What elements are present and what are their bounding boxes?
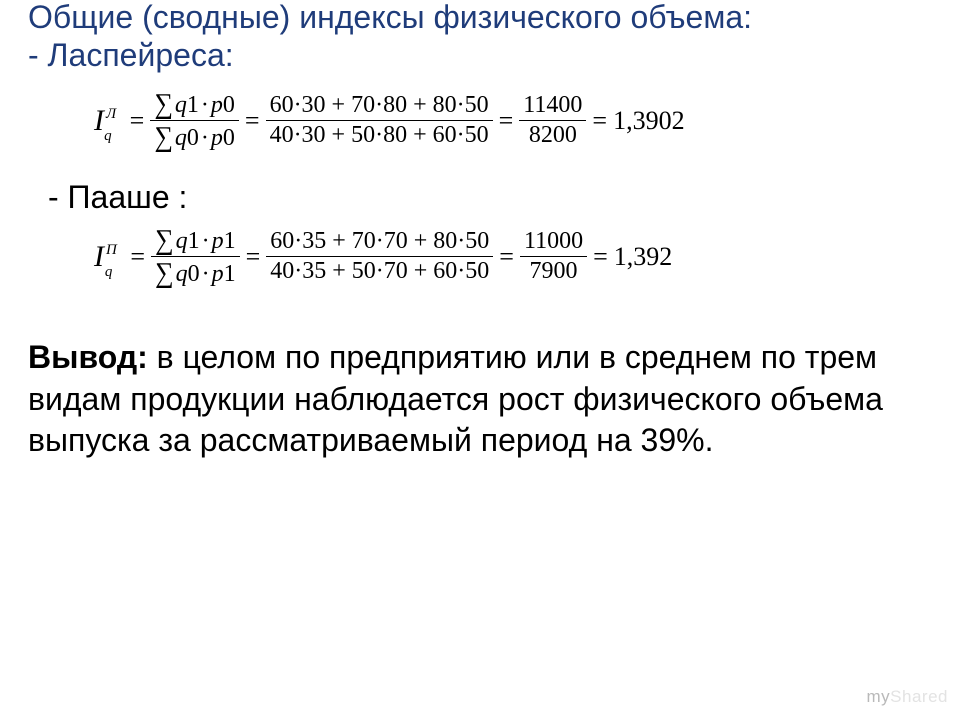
equals-sign: = (493, 106, 520, 136)
equals-sign: = (587, 242, 614, 272)
equals-sign: = (239, 106, 266, 136)
frac-den: 7900 (526, 257, 582, 286)
laspeyres-frac-definition: ∑q1·p0 ∑q0·p0 (150, 88, 239, 153)
symbol-sup: П (106, 242, 117, 259)
frac-num: ∑q1·p1 (151, 224, 240, 256)
slide-content: Общие (сводные) индексы физического объе… (0, 0, 960, 717)
frac-den: 8200 (525, 121, 581, 150)
symbol-I: I (94, 240, 104, 274)
page-title: Общие (сводные) индексы физического объе… (28, 0, 932, 37)
equals-sign: = (124, 242, 151, 272)
equals-sign: = (586, 106, 613, 136)
symbol-I: I (94, 104, 104, 138)
equals-sign: = (240, 242, 267, 272)
conclusion-paragraph: Вывод: в целом по предприятию или в сред… (28, 337, 932, 462)
conclusion-lead: Вывод: (28, 339, 148, 375)
paasche-frac-numbers: 60·35 + 70·70 + 80·50 40·35 + 50·70 + 60… (266, 227, 493, 286)
frac-den: ∑q0·p0 (150, 121, 239, 153)
paasche-heading: - Пааше : (28, 179, 932, 216)
laspeyres-heading: - Ласпейреса: (28, 37, 932, 74)
frac-den: 40·35 + 50·70 + 60·50 (266, 257, 493, 286)
laspeyres-formula: I Л q = ∑q1·p0 ∑q0·p0 = 60·30 + 70·80 + … (28, 88, 932, 153)
frac-num: 60·30 + 70·80 + 80·50 (266, 91, 493, 120)
frac-den: ∑q0·p1 (151, 257, 240, 289)
equals-sign: = (124, 106, 151, 136)
symbol-sup: Л (106, 106, 116, 123)
laspeyres-frac-sum: 11400 8200 (519, 91, 586, 150)
paasche-formula: I П q = ∑q1·p1 ∑q0·p1 = 60·35 + 70·70 + … (28, 224, 932, 289)
symbol-sub: q (104, 128, 112, 145)
watermark-my: my (867, 687, 891, 706)
symbol-sub: q (105, 264, 113, 281)
equals-sign: = (493, 242, 520, 272)
laspeyres-frac-numbers: 60·30 + 70·80 + 80·50 40·30 + 50·80 + 60… (266, 91, 493, 150)
laspeyres-symbol: I Л q (94, 104, 122, 138)
frac-num: ∑q1·p0 (150, 88, 239, 120)
paasche-frac-definition: ∑q1·p1 ∑q0·p1 (151, 224, 240, 289)
watermark: myShared (867, 687, 949, 707)
frac-num: 60·35 + 70·70 + 80·50 (266, 227, 493, 256)
watermark-shared: Shared (890, 687, 948, 706)
frac-num: 11000 (520, 227, 587, 256)
frac-num: 11400 (519, 91, 586, 120)
frac-den: 40·30 + 50·80 + 60·50 (266, 121, 493, 150)
laspeyres-result: 1,3902 (613, 106, 685, 136)
paasche-result: 1,392 (614, 242, 673, 272)
conclusion-text: в целом по предприятию или в среднем по … (28, 339, 883, 458)
paasche-symbol: I П q (94, 240, 122, 274)
paasche-frac-sum: 11000 7900 (520, 227, 587, 286)
